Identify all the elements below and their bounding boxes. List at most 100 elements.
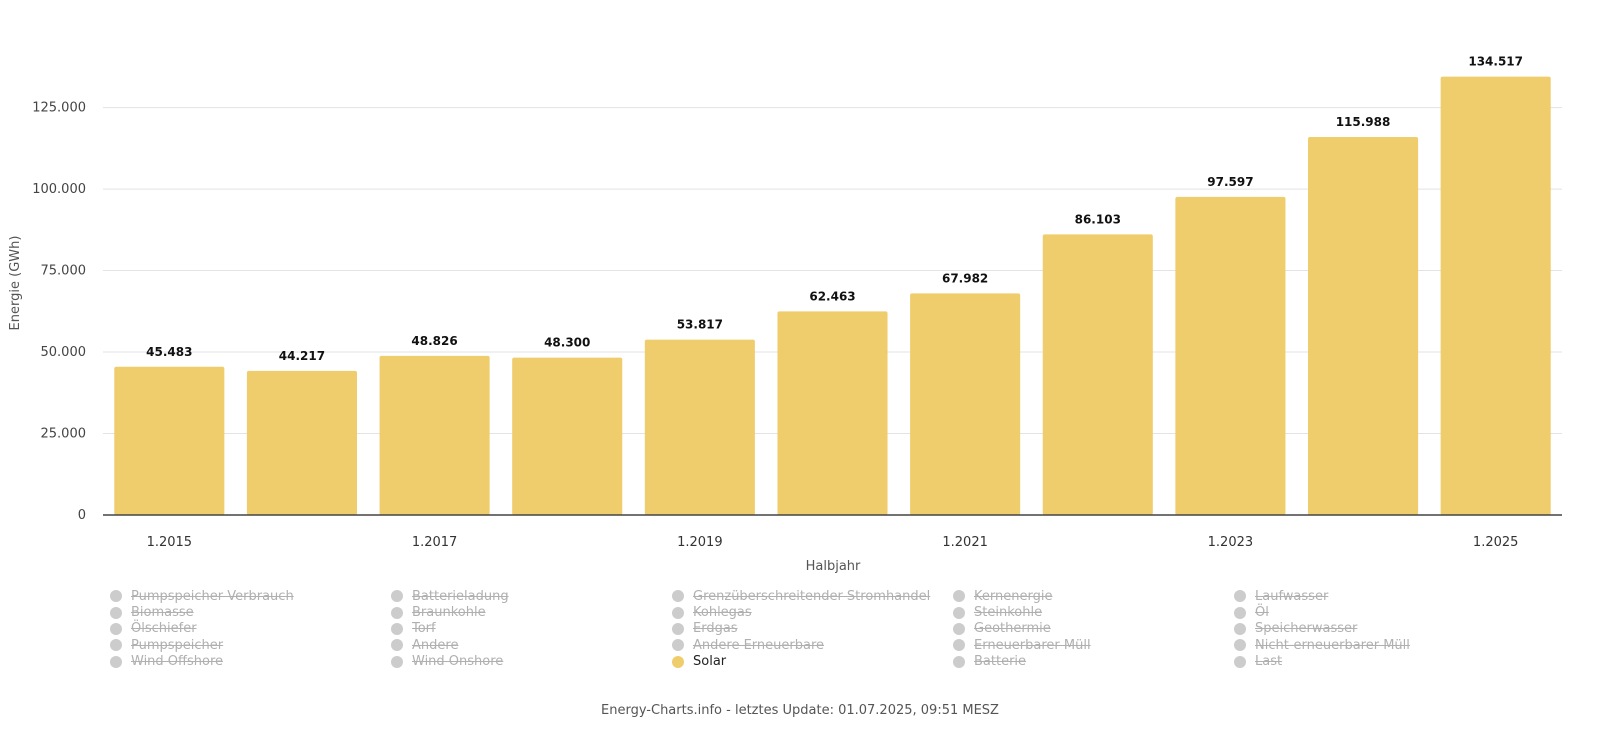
legend-item[interactable]: Pumpspeicher Verbrauch — [110, 588, 391, 604]
legend-marker-icon — [953, 639, 965, 652]
legend-marker-icon — [1234, 622, 1246, 635]
legend-item-label: Andere — [412, 637, 459, 653]
x-tick-label: 1.2021 — [942, 535, 988, 550]
legend-marker-icon — [953, 606, 965, 619]
legend-item[interactable]: Grenzüberschreitender Stromhandel — [672, 588, 953, 604]
legend-marker-icon — [672, 606, 684, 619]
bar[interactable] — [512, 357, 623, 515]
legend-marker-icon — [110, 655, 122, 668]
legend-item-label: Grenzüberschreitender Stromhandel — [693, 588, 931, 604]
legend-item[interactable]: Wind Offshore — [110, 654, 391, 670]
legend-item[interactable]: Last — [1234, 654, 1515, 670]
bar-value-label: 48.826 — [411, 334, 457, 348]
bar[interactable] — [910, 293, 1021, 515]
legend-item-label: Laufwasser — [1255, 588, 1329, 604]
legend-item[interactable]: Solar — [672, 654, 953, 670]
legend-item[interactable]: Geothermie — [953, 621, 1234, 637]
data-labels: 45.483 44.217 48.826 48.300 53.817 62.463 67.9… — [146, 55, 1523, 363]
legend-marker-icon — [391, 606, 403, 619]
legend-marker-icon — [110, 622, 122, 635]
legend-item[interactable]: Torf — [391, 621, 672, 637]
bar-value-label: 44.217 — [279, 349, 325, 363]
bars — [114, 76, 1551, 516]
legend-item-label: Ölschiefer — [131, 621, 197, 637]
legend-item-label: Torf — [412, 621, 436, 637]
legend-marker-icon — [1234, 655, 1246, 668]
y-tick-label: 25.000 — [41, 427, 87, 442]
bar[interactable] — [644, 339, 755, 515]
bar-value-label: 86.103 — [1075, 212, 1121, 226]
y-axis-title: Energie (GWh) — [8, 236, 23, 331]
bar[interactable] — [1175, 196, 1286, 515]
y-tick-label: 75.000 — [41, 264, 87, 279]
y-tick-label: 125.000 — [32, 101, 86, 116]
bar-value-label: 62.463 — [809, 289, 855, 303]
legend-item-label: Geothermie — [974, 621, 1051, 637]
legend-marker-icon — [391, 622, 403, 635]
legend-item[interactable]: Pumpspeicher — [110, 637, 391, 653]
legend-marker-icon — [110, 590, 122, 603]
legend-marker-icon — [110, 606, 122, 619]
bar[interactable] — [1440, 76, 1551, 516]
x-tick-label: 1.2025 — [1473, 535, 1519, 550]
legend-marker-icon — [391, 655, 403, 668]
y-tick-label: 0 — [78, 508, 86, 523]
legend-item[interactable]: Erneuerbarer Müll — [953, 637, 1234, 653]
legend-item-label: Erdgas — [693, 621, 738, 637]
bar[interactable] — [379, 355, 490, 515]
bar-value-label: 115.988 — [1336, 115, 1391, 129]
bar-value-label: 53.817 — [677, 318, 723, 332]
legend-item-label: Batterie — [974, 654, 1027, 670]
legend-item[interactable]: Batterie — [953, 654, 1234, 670]
legend-marker-icon — [1234, 606, 1246, 619]
footer-credit: Energy-Charts.info - letztes Update: 01.… — [601, 703, 999, 718]
x-axis-ticks: 1.2015 1.2017 1.2019 1.2021 1.2023 1.2025 — [147, 535, 1519, 550]
legend-marker-icon — [391, 590, 403, 603]
legend-marker-icon — [672, 655, 684, 668]
legend-item[interactable]: Steinkohle — [953, 604, 1234, 620]
legend-item[interactable]: Kernenergie — [953, 588, 1234, 604]
legend-item[interactable]: Öl — [1234, 604, 1515, 620]
legend-item-label: Biomasse — [131, 605, 194, 621]
legend-item[interactable]: Andere — [391, 637, 672, 653]
legend-item[interactable]: Laufwasser — [1234, 588, 1515, 604]
legend-item[interactable]: Kohlegas — [672, 604, 953, 620]
bar-value-label: 134.517 — [1468, 55, 1523, 69]
bar[interactable] — [246, 370, 357, 515]
x-tick-label: 1.2023 — [1208, 535, 1254, 550]
y-tick-label: 100.000 — [32, 182, 86, 197]
legend-marker-icon — [953, 622, 965, 635]
bar-value-label: 97.597 — [1207, 175, 1253, 189]
legend-item[interactable]: Wind Onshore — [391, 654, 672, 670]
legend-item[interactable]: Biomasse — [110, 604, 391, 620]
x-axis-title: Halbjahr — [806, 559, 861, 574]
legend-marker-icon — [672, 622, 684, 635]
legend-marker-icon — [110, 639, 122, 652]
legend-item[interactable]: Erdgas — [672, 621, 953, 637]
y-tick-label: 50.000 — [41, 345, 87, 360]
bar[interactable] — [1042, 234, 1153, 515]
x-tick-label: 1.2019 — [677, 535, 723, 550]
legend-item-label: Speicherwasser — [1255, 621, 1358, 637]
legend-marker-icon — [672, 639, 684, 652]
bar-chart: 45.483 44.217 48.826 48.300 53.817 62.463 67.9… — [8, 55, 1562, 574]
legend-item[interactable]: Nicht-erneuerbarer Müll — [1234, 637, 1515, 653]
legend-marker-icon — [1234, 639, 1246, 652]
legend-item-label: Erneuerbarer Müll — [974, 637, 1091, 653]
legend-item-label: Öl — [1255, 605, 1269, 621]
legend-item-label: Nicht-erneuerbarer Müll — [1255, 637, 1410, 653]
legend-item-label: Wind Offshore — [131, 654, 224, 670]
legend-marker-icon — [391, 639, 403, 652]
bar[interactable] — [1308, 136, 1419, 515]
x-tick-label: 1.2015 — [147, 535, 193, 550]
bar-value-label: 45.483 — [146, 345, 192, 359]
legend-item-label: Kohlegas — [693, 605, 752, 621]
bar[interactable] — [777, 311, 888, 515]
legend-item[interactable]: Braunkohle — [391, 604, 672, 620]
legend-item[interactable]: Ölschiefer — [110, 621, 391, 637]
legend-item[interactable]: Speicherwasser — [1234, 621, 1515, 637]
legend-item[interactable]: Batterieladung — [391, 588, 672, 604]
x-tick-label: 1.2017 — [412, 535, 458, 550]
legend-item[interactable]: Andere Erneuerbare — [672, 637, 953, 653]
bar[interactable] — [114, 366, 225, 515]
